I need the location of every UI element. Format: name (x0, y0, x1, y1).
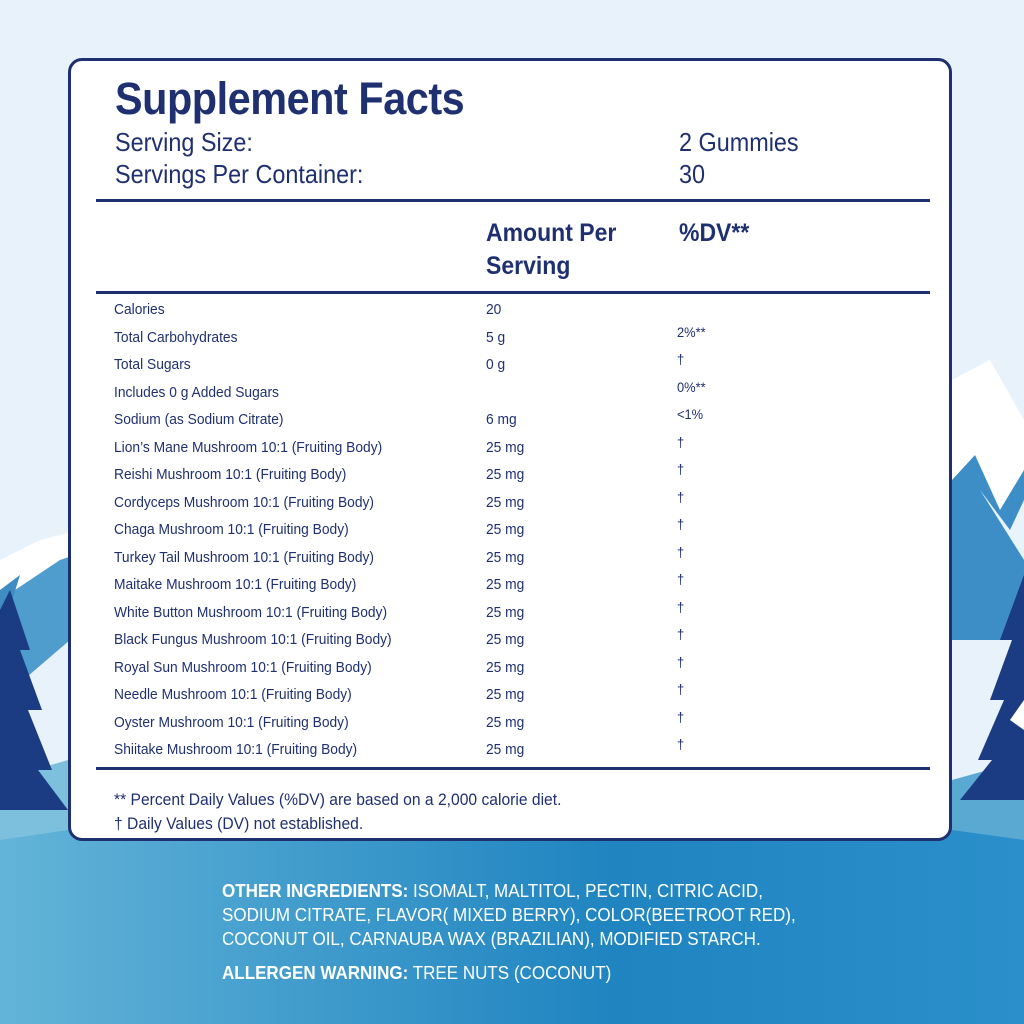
nutrient-amount: 25 mg (486, 631, 525, 648)
nutrient-dv: † (677, 598, 685, 615)
nutrient-dv: † (677, 351, 685, 367)
nutrient-amount: 5 g (486, 328, 506, 346)
nutrient-dv: † (677, 736, 685, 752)
facts-title: Supplement Facts (115, 73, 465, 124)
amount-header-line-2: Serving (486, 252, 571, 280)
nutrient-row: Maitake Mushroom 10:1 (Fruiting Body) 25 … (71, 571, 955, 603)
other-ingredients: OTHER INGREDIENTS: ISOMALT, MALTITOL, PE… (222, 879, 811, 951)
nutrient-name: Sodium (as Sodium Citrate) (114, 411, 284, 428)
nutrient-amount: 25 mg (486, 713, 525, 731)
amount-per-serving-header: Amount Per Serving (486, 217, 616, 283)
allergen-warning-label: ALLERGEN WARNING: (222, 962, 409, 983)
nutrient-amount: 25 mg (486, 686, 525, 703)
nutrient-dv: † (677, 626, 685, 642)
nutrient-name: Includes 0 g Added Sugars (114, 383, 279, 401)
nutrient-amount: 25 mg (486, 576, 525, 593)
nutrient-row: Turkey Tail Mushroom 10:1 (Fruiting Body… (71, 544, 955, 576)
nutrient-dv: † (677, 653, 685, 670)
other-ingredients-text: ISOMALT, MALTITOL, PECTIN, CITRIC ACID, … (222, 880, 796, 949)
nutrient-dv: 0%** (677, 378, 706, 395)
nutrient-amount: 6 mg (486, 411, 517, 428)
nutrient-row: Black Fungus Mushroom 10:1 (Fruiting Bod… (71, 626, 955, 658)
serving-size-label: Serving Size: (115, 127, 253, 157)
nutrient-name: White Button Mushroom 10:1 (Fruiting Bod… (114, 603, 388, 621)
dv-header: %DV** (679, 219, 750, 247)
footnote-dagger: † Daily Values (DV) not established. (114, 814, 364, 833)
nutrient-dv: † (677, 516, 685, 532)
nutrient-name: Needle Mushroom 10:1 (Fruiting Body) (114, 686, 352, 703)
amount-header-line-1: Amount Per (486, 219, 617, 247)
servings-per-container-value: 30 (679, 159, 706, 189)
nutrient-amount: 25 mg (486, 603, 525, 621)
serving-size-value: 2 Gummies (679, 127, 799, 157)
nutrient-row: Shiitake Mushroom 10:1 (Fruiting Body) 25… (71, 736, 955, 768)
nutrient-name: Royal Sun Mushroom 10:1 (Fruiting Body) (114, 658, 372, 676)
divider-rule (96, 767, 930, 770)
servings-per-container-label: Servings Per Container: (115, 159, 364, 189)
nutrient-row: Cordyceps Mushroom 10:1 (Fruiting Body) 2… (71, 489, 955, 521)
nutrient-dv: † (677, 708, 685, 725)
nutrient-dv: † (677, 571, 685, 587)
supplement-facts-panel: Supplement Facts Serving Size: 2 Gummies… (68, 58, 952, 841)
nutrient-amount: 25 mg (486, 741, 525, 758)
nutrient-dv: † (677, 461, 685, 477)
nutrient-name: Lion’s Mane Mushroom 10:1 (Fruiting Body… (114, 438, 383, 456)
nutrient-dv: † (677, 681, 685, 697)
divider-rule (96, 291, 930, 294)
nutrient-name: Oyster Mushroom 10:1 (Fruiting Body) (114, 713, 349, 731)
nutrient-name: Cordyceps Mushroom 10:1 (Fruiting Body) (114, 493, 375, 511)
nutrient-amount: 25 mg (486, 521, 525, 538)
nutrient-name: Calories (114, 301, 165, 318)
nutrient-dv: † (677, 433, 685, 450)
nutrient-row: Needle Mushroom 10:1 (Fruiting Body) 25 m… (71, 681, 955, 713)
nutrient-name: Shiitake Mushroom 10:1 (Fruiting Body) (114, 741, 358, 758)
nutrient-row: Chaga Mushroom 10:1 (Fruiting Body) 25 mg… (71, 516, 955, 548)
nutrient-amount: 25 mg (486, 658, 525, 676)
nutrient-row: Calories 20 (71, 301, 955, 328)
allergen-warning: ALLERGEN WARNING: TREE NUTS (COCONUT) (222, 961, 811, 985)
nutrient-row: Lion’s Mane Mushroom 10:1 (Fruiting Body… (71, 434, 955, 466)
nutrient-row: White Button Mushroom 10:1 (Fruiting Bod… (71, 599, 955, 631)
nutrient-name: Maitake Mushroom 10:1 (Fruiting Body) (114, 576, 357, 593)
nutrient-row: Total Carbohydrates 5 g 2%** (71, 324, 955, 356)
footnote-percent-dv: ** Percent Daily Values (%DV) are based … (114, 790, 562, 809)
nutrient-amount: 0 g (486, 356, 506, 373)
nutrient-row: Sodium (as Sodium Citrate) 6 mg <1% (71, 406, 955, 438)
nutrient-amount: 25 mg (486, 548, 525, 566)
nutrient-row: Oyster Mushroom 10:1 (Fruiting Body) 25 m… (71, 709, 955, 741)
nutrient-row: Royal Sun Mushroom 10:1 (Fruiting Body) 2… (71, 654, 955, 686)
nutrient-dv: <1% (677, 406, 704, 422)
nutrient-name: Total Carbohydrates (114, 328, 238, 346)
nutrient-dv: † (677, 543, 685, 560)
nutrient-dv: † (677, 488, 685, 505)
nutrient-dv: 2%** (677, 323, 706, 340)
allergen-warning-text: TREE NUTS (COCONUT) (412, 962, 612, 983)
nutrient-name: Black Fungus Mushroom 10:1 (Fruiting Bod… (114, 631, 392, 648)
divider-rule (96, 199, 930, 202)
nutrient-row: Reishi Mushroom 10:1 (Fruiting Body) 25 m… (71, 461, 955, 493)
nutrient-row: Total Sugars 0 g † (71, 351, 955, 383)
nutrient-name: Turkey Tail Mushroom 10:1 (Fruiting Body… (114, 548, 375, 566)
other-ingredients-label: OTHER INGREDIENTS: (222, 880, 409, 901)
nutrient-amount: 25 mg (486, 438, 525, 456)
nutrient-amount: 25 mg (486, 493, 525, 511)
nutrient-amount: 25 mg (486, 466, 525, 483)
nutrient-amount: 20 (486, 301, 502, 318)
nutrient-name: Total Sugars (114, 356, 191, 373)
nutrient-name: Chaga Mushroom 10:1 (Fruiting Body) (114, 521, 349, 538)
nutrient-name: Reishi Mushroom 10:1 (Fruiting Body) (114, 466, 347, 483)
nutrient-row: Includes 0 g Added Sugars 0%** (71, 379, 955, 411)
